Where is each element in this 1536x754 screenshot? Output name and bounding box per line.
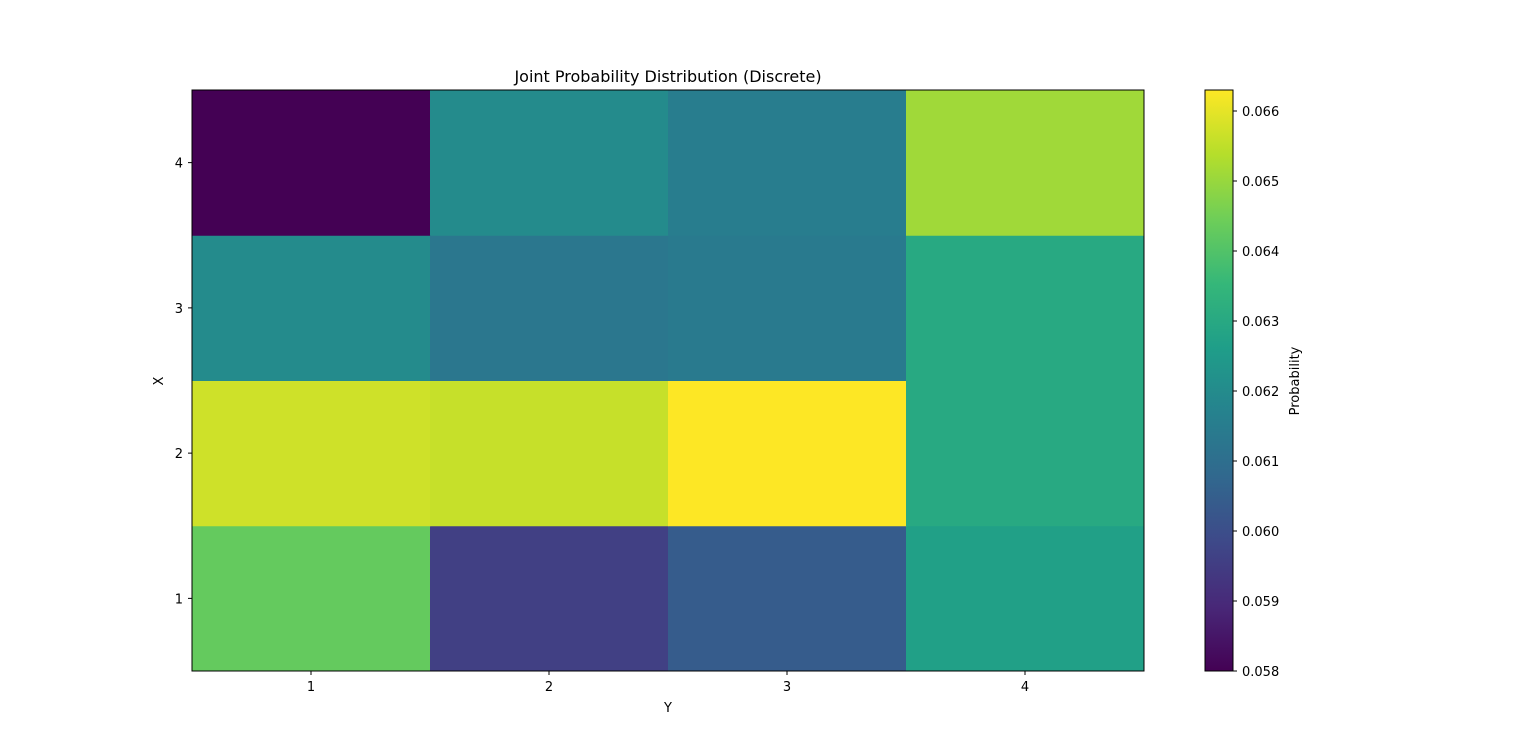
colorbar-tick-label: 0.063 <box>1242 315 1279 330</box>
y-tick-label: 4 <box>175 157 183 172</box>
colorbar-label: Probability <box>1288 346 1303 415</box>
y-axis-label: X <box>152 376 167 385</box>
heatmap-cell <box>192 235 431 381</box>
y-axis-ticks: 1 2 3 4 <box>175 157 192 607</box>
heatmap-cell <box>430 90 669 236</box>
y-tick-label: 3 <box>175 302 183 317</box>
chart-title: Joint Probability Distribution (Discrete… <box>513 67 821 86</box>
heatmap-cell <box>192 90 431 236</box>
heatmap-cell <box>192 380 431 527</box>
colorbar-tick-label: 0.061 <box>1242 455 1279 470</box>
heatmap-cell <box>430 380 669 527</box>
x-axis-ticks: 1 2 3 4 <box>307 671 1029 695</box>
colorbar-tick-label: 0.066 <box>1242 105 1279 120</box>
colorbar-tick-label: 0.065 <box>1242 175 1279 190</box>
plot-frame <box>191 89 1145 672</box>
heatmap-cells <box>192 90 1145 672</box>
y-tick-label: 1 <box>175 592 183 607</box>
heatmap-cell <box>906 380 1145 527</box>
y-tick-label: 2 <box>175 447 183 462</box>
heatmap-cell <box>906 525 1145 672</box>
colorbar-tick-label: 0.062 <box>1242 385 1279 400</box>
colorbar-tick-label: 0.064 <box>1242 245 1279 260</box>
heatmap-cell <box>430 525 669 672</box>
colorbar-tick-label: 0.058 <box>1242 665 1279 680</box>
heatmap-cell <box>430 235 669 381</box>
x-tick-label: 2 <box>545 680 553 695</box>
x-tick-label: 4 <box>1021 680 1029 695</box>
heatmap-cell <box>668 90 907 236</box>
x-axis-label: Y <box>663 701 672 716</box>
colorbar-tick-label: 0.060 <box>1242 525 1279 540</box>
heatmap-cell <box>192 525 431 672</box>
heatmap-cell <box>668 525 907 672</box>
heatmap-cell <box>906 235 1145 381</box>
colorbar-ticks: 0.058 0.059 0.060 0.061 0.062 0.063 0.064 0.065… <box>1233 105 1279 680</box>
x-tick-label: 3 <box>783 680 791 695</box>
heatmap-cell <box>668 235 907 381</box>
heatmap-cell <box>668 380 907 527</box>
colorbar-tick-label: 0.059 <box>1242 595 1279 610</box>
heatmap-cell <box>906 90 1145 236</box>
colorbar <box>1204 89 1234 672</box>
x-tick-label: 1 <box>307 680 315 695</box>
